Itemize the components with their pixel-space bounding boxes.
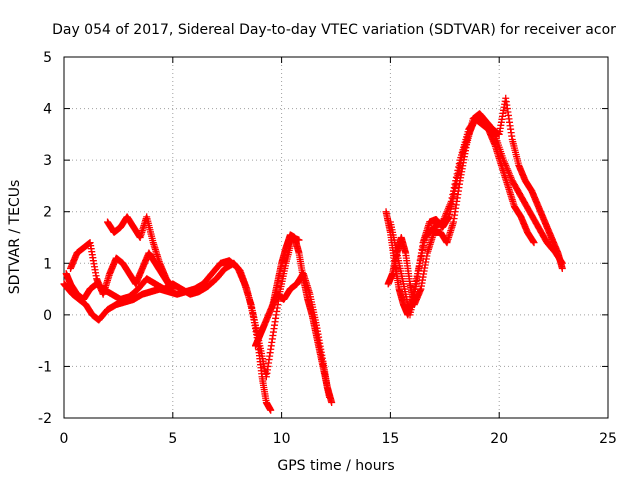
x-tick-label: 20 — [490, 431, 508, 447]
plot-frame — [63, 56, 609, 419]
y-tick-label: 2 — [43, 205, 52, 221]
y-tick-label: -2 — [38, 411, 52, 427]
axis-ticks — [63, 56, 609, 419]
y-axis-label: SDTVAR / TECUs — [7, 180, 23, 295]
data-point — [530, 239, 538, 247]
y-tick-label: 1 — [43, 256, 52, 272]
y-tick-label: 0 — [43, 308, 52, 324]
x-tick-label: 10 — [273, 431, 291, 447]
series-arc-i — [386, 115, 538, 319]
series-arc-f — [269, 231, 333, 401]
data-point — [558, 264, 566, 272]
x-tick-labels: 0 5 10 15 20 25 — [60, 431, 617, 447]
data-point — [328, 399, 336, 407]
series-arc-d — [104, 213, 177, 293]
y-tick-labels: -2 -1 0 1 2 3 4 5 — [38, 50, 52, 427]
chart-title: Day 054 of 2017, Sidereal Day-to-day VTE… — [52, 22, 616, 38]
y-tick-label: -1 — [38, 359, 52, 375]
y-tick-label: 3 — [43, 153, 52, 169]
series-arc-h — [384, 94, 566, 309]
x-tick-label: 15 — [381, 431, 399, 447]
data-point — [267, 406, 275, 414]
y-tick-label: 5 — [43, 50, 52, 66]
x-tick-label: 25 — [599, 431, 617, 447]
x-axis-label: GPS time / hours — [277, 458, 394, 474]
x-tick-label: 0 — [60, 431, 69, 447]
y-tick-label: 4 — [43, 102, 52, 118]
data-point — [169, 285, 177, 293]
x-tick-label: 5 — [168, 431, 177, 447]
grid — [64, 57, 608, 418]
data-point — [325, 393, 333, 401]
series-arc-b — [62, 234, 303, 381]
data-points — [60, 94, 566, 414]
